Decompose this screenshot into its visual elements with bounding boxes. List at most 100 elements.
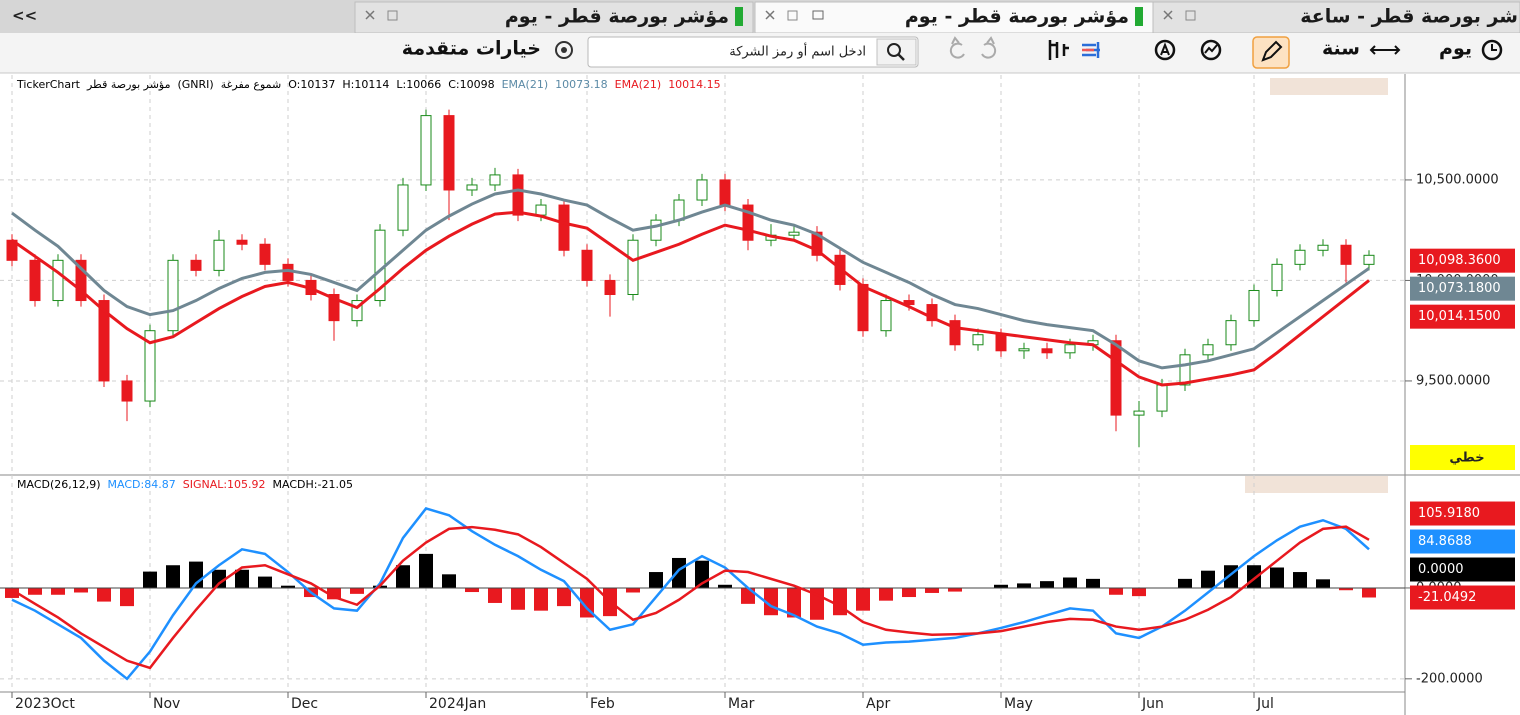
x-tick-label: Jun <box>1141 696 1164 712</box>
candle-body <box>1340 244 1352 265</box>
x-tick-label: Nov <box>153 696 180 712</box>
candle-body <box>1363 254 1375 265</box>
candle-body <box>1064 344 1076 354</box>
histogram-bar <box>856 587 870 611</box>
price-axis-area <box>1405 74 1520 715</box>
candle-body <box>167 259 179 332</box>
candle-body <box>351 300 363 322</box>
histogram-bar <box>5 587 19 598</box>
histogram-bar <box>488 587 502 603</box>
undo-icon[interactable] <box>949 36 965 59</box>
y-tick-label: 10,500.0000 <box>1416 172 1499 187</box>
search-placeholder: ادخل اسم أو رمز الشركة <box>729 43 866 60</box>
histogram-bar <box>833 587 847 616</box>
x-tick-label: Feb <box>590 696 615 712</box>
legend-text: MACD(26,12,9) <box>17 478 101 491</box>
histogram-bar <box>212 569 226 588</box>
advanced-options[interactable]: خيارات متقدمة <box>402 38 541 60</box>
indicator-badge-label: 84.8688 <box>1418 534 1472 549</box>
tab-close-icon[interactable] <box>1163 10 1173 20</box>
x-tick-label: Mar <box>728 696 755 712</box>
tab-title[interactable]: مؤشر بورصة قطر - يوم <box>505 6 729 28</box>
tab-close-icon[interactable] <box>365 10 375 20</box>
price-pane <box>6 109 1375 448</box>
price-badge <box>1410 304 1515 329</box>
candle-body <box>1317 244 1329 251</box>
pane-controls[interactable] <box>1270 78 1388 95</box>
macd-pane <box>0 507 1405 681</box>
x-tick-label: May <box>1004 696 1033 712</box>
legend-text: 10073.18 <box>555 78 608 91</box>
candle-body <box>1041 348 1053 354</box>
candle-body <box>466 184 478 191</box>
gear-icon[interactable] <box>555 41 573 59</box>
histogram-bar <box>327 587 341 600</box>
candle-body <box>1156 384 1168 412</box>
search-icon <box>887 43 901 57</box>
histogram-bar <box>1086 578 1100 588</box>
legend-text: TickerChart <box>16 78 81 91</box>
period-year[interactable]: سنة <box>1322 38 1360 60</box>
candle-body <box>581 249 593 281</box>
legend-text: (GNRI) <box>177 78 213 91</box>
histogram-bar <box>1247 565 1261 588</box>
alert-icon[interactable] <box>1154 39 1176 61</box>
pencil-button[interactable] <box>1252 36 1290 69</box>
chart-style-label[interactable]: خطي <box>1449 451 1484 466</box>
price-badge <box>1410 276 1515 301</box>
range-icon <box>1369 45 1401 55</box>
legend-text: 10014.15 <box>668 78 721 91</box>
search-box[interactable] <box>587 36 919 68</box>
y-tick-label: -200.0000 <box>1416 671 1483 686</box>
histogram-bar <box>718 584 732 588</box>
candle-body <box>213 239 225 271</box>
histogram-bar <box>120 587 134 607</box>
candle-body <box>443 115 455 191</box>
search-button[interactable] <box>876 38 917 66</box>
candle-body <box>857 283 869 332</box>
indicator-badge-label: 105.9180 <box>1418 506 1480 521</box>
candle-body <box>29 259 41 302</box>
signal-line <box>11 525 1370 670</box>
candle-body <box>1294 249 1306 265</box>
tab-title[interactable]: شر بورصة قطر - ساعة <box>1300 6 1518 28</box>
tab[interactable] <box>354 1 754 34</box>
histogram-bar <box>879 587 893 601</box>
histogram-bar <box>1201 570 1215 588</box>
period-day[interactable]: يوم <box>1439 38 1472 60</box>
histogram-bar <box>902 587 916 598</box>
alert-icon-a <box>1160 42 1170 56</box>
candle-body <box>811 231 823 256</box>
pane-controls[interactable] <box>1245 476 1388 493</box>
tab-title[interactable]: مؤشر بورصة قطر - يوم <box>905 6 1129 28</box>
candles-icon[interactable] <box>1048 40 1069 60</box>
histogram-bar <box>1109 587 1123 595</box>
legend-text: شموع مفرغة <box>221 78 282 91</box>
histogram-bar <box>1224 565 1238 588</box>
histogram-bar <box>51 587 65 595</box>
legend-text: O:10137 <box>288 78 335 91</box>
redo-icon[interactable] <box>981 36 997 59</box>
tab-close-icon[interactable] <box>765 10 775 20</box>
indicator-badge <box>1410 585 1515 610</box>
candle-body <box>1018 348 1030 352</box>
y-tick-label: 9,500.0000 <box>1416 373 1490 388</box>
indicator-badge-label: -21.0492 <box>1418 590 1476 605</box>
drawing-icon[interactable] <box>1200 39 1222 61</box>
legend-text: EMA(21) <box>502 78 549 91</box>
histogram-bar <box>1339 587 1353 591</box>
legend-text: C:10098 <box>448 78 494 91</box>
back-button[interactable]: << <box>12 7 37 25</box>
tab-marker <box>1135 7 1143 26</box>
histogram-bar <box>511 587 525 610</box>
price-badge-label: 10,014.1500 <box>1418 309 1501 324</box>
tab[interactable] <box>1152 1 1520 34</box>
histogram-bar <box>672 557 686 588</box>
tab[interactable] <box>754 1 1154 34</box>
candle-body <box>535 204 547 216</box>
chart-style-box[interactable] <box>1410 445 1515 470</box>
legend-text: H:10114 <box>342 78 389 91</box>
candle-body <box>1225 320 1237 346</box>
